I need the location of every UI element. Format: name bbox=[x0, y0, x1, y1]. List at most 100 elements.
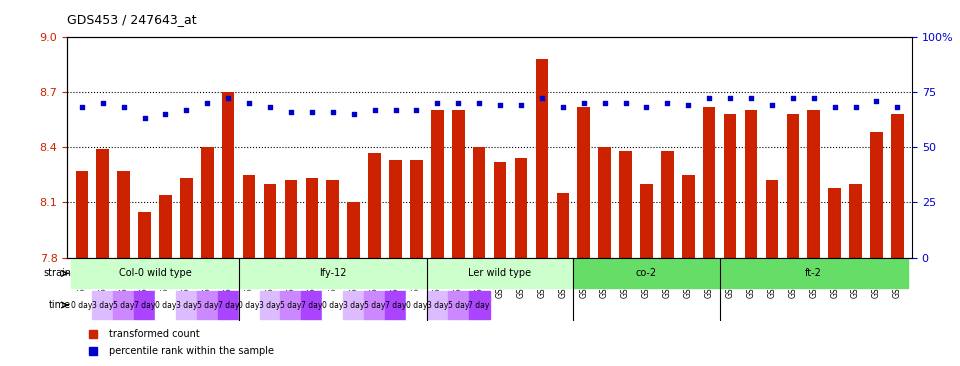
Bar bbox=[344, 291, 364, 319]
Text: 7 day: 7 day bbox=[218, 300, 239, 310]
Bar bbox=[745, 110, 757, 258]
Point bbox=[221, 96, 236, 101]
Point bbox=[514, 102, 529, 108]
Bar bbox=[870, 132, 883, 258]
Point bbox=[200, 100, 215, 106]
Bar bbox=[640, 184, 653, 258]
Point bbox=[890, 104, 905, 110]
Bar bbox=[703, 107, 715, 258]
Text: 5 day: 5 day bbox=[280, 300, 301, 310]
Point bbox=[74, 104, 89, 110]
Point bbox=[764, 102, 780, 108]
Text: 3 day: 3 day bbox=[343, 300, 365, 310]
Text: lfy-12: lfy-12 bbox=[319, 268, 347, 279]
Bar bbox=[557, 193, 569, 258]
Bar bbox=[493, 162, 506, 258]
Point bbox=[722, 96, 737, 101]
Text: 0 day: 0 day bbox=[323, 300, 344, 310]
Point bbox=[555, 104, 570, 110]
Point bbox=[157, 111, 173, 117]
Bar bbox=[682, 175, 694, 258]
Bar bbox=[720, 259, 908, 288]
Point bbox=[346, 111, 361, 117]
Bar bbox=[828, 188, 841, 258]
Bar bbox=[348, 202, 360, 258]
Point bbox=[702, 96, 717, 101]
Point bbox=[492, 102, 508, 108]
Bar bbox=[301, 291, 323, 319]
Bar bbox=[427, 291, 447, 319]
Point bbox=[388, 107, 403, 112]
Text: strain: strain bbox=[43, 268, 71, 279]
Bar bbox=[239, 291, 259, 319]
Bar bbox=[222, 92, 234, 258]
Point bbox=[660, 100, 675, 106]
Point bbox=[262, 104, 277, 110]
Bar bbox=[201, 147, 213, 258]
Point bbox=[576, 100, 591, 106]
Text: percentile rank within the sample: percentile rank within the sample bbox=[109, 346, 275, 356]
Text: 0 day: 0 day bbox=[155, 300, 177, 310]
Bar bbox=[447, 291, 468, 319]
Bar bbox=[326, 180, 339, 258]
Bar bbox=[264, 184, 276, 258]
Point bbox=[430, 100, 445, 106]
Bar bbox=[406, 291, 427, 319]
Text: transformed count: transformed count bbox=[109, 329, 201, 339]
Point bbox=[638, 104, 654, 110]
Text: 7 day: 7 day bbox=[468, 300, 490, 310]
Bar bbox=[155, 291, 176, 319]
Bar bbox=[515, 158, 527, 258]
Bar bbox=[468, 291, 490, 319]
Point bbox=[471, 100, 487, 106]
Bar bbox=[410, 160, 422, 258]
Bar bbox=[305, 179, 318, 258]
Point bbox=[367, 107, 382, 112]
Bar bbox=[431, 110, 444, 258]
Point bbox=[304, 109, 320, 115]
Text: Ler wild type: Ler wild type bbox=[468, 268, 532, 279]
Bar bbox=[96, 149, 109, 258]
Bar bbox=[159, 195, 172, 258]
Point bbox=[848, 104, 863, 110]
Bar bbox=[71, 259, 239, 288]
Bar bbox=[724, 114, 736, 258]
Point bbox=[242, 100, 257, 106]
Text: 0 day: 0 day bbox=[71, 300, 92, 310]
Text: 3 day: 3 day bbox=[426, 300, 448, 310]
Text: ft-2: ft-2 bbox=[805, 268, 822, 279]
Bar bbox=[71, 291, 92, 319]
Point bbox=[827, 104, 842, 110]
Text: Col-0 wild type: Col-0 wild type bbox=[119, 268, 191, 279]
Text: 7 day: 7 day bbox=[133, 300, 156, 310]
Point bbox=[409, 107, 424, 112]
Bar bbox=[619, 151, 632, 258]
Point bbox=[597, 100, 612, 106]
Point bbox=[785, 96, 801, 101]
Point bbox=[450, 100, 466, 106]
Bar bbox=[239, 259, 427, 288]
Point bbox=[283, 109, 299, 115]
Point bbox=[806, 96, 822, 101]
Bar bbox=[766, 180, 779, 258]
Text: 0 day: 0 day bbox=[406, 300, 427, 310]
Bar bbox=[389, 160, 402, 258]
Bar bbox=[427, 259, 573, 288]
Bar bbox=[113, 291, 134, 319]
Point bbox=[681, 102, 696, 108]
Bar bbox=[807, 110, 820, 258]
Bar bbox=[369, 153, 381, 258]
Bar bbox=[92, 291, 113, 319]
Bar bbox=[661, 151, 674, 258]
Bar bbox=[891, 114, 903, 258]
Bar bbox=[218, 291, 239, 319]
Bar bbox=[285, 180, 298, 258]
Bar bbox=[176, 291, 197, 319]
Point bbox=[116, 104, 132, 110]
Text: 5 day: 5 day bbox=[113, 300, 134, 310]
Text: 7 day: 7 day bbox=[385, 300, 406, 310]
Text: time: time bbox=[49, 300, 71, 310]
Bar bbox=[243, 175, 255, 258]
Bar bbox=[138, 212, 151, 258]
Point bbox=[743, 96, 758, 101]
